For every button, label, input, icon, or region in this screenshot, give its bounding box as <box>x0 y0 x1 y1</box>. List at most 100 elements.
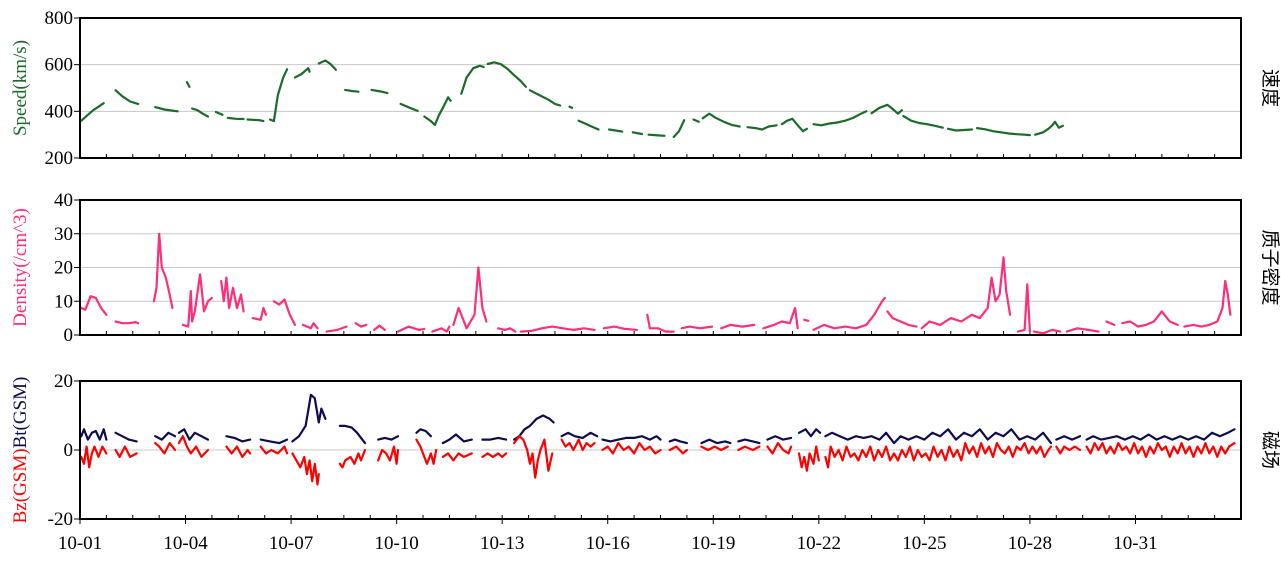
series-bz-line <box>415 438 438 465</box>
series-speed-line <box>114 89 140 105</box>
series-speed-line <box>528 89 562 107</box>
series-bt-line <box>154 431 177 441</box>
y-axis-label: Density(/cm^3) <box>10 208 31 327</box>
series-bz-line <box>338 448 367 469</box>
series-speed-line <box>486 61 527 88</box>
y-tick-label: 600 <box>45 55 74 76</box>
y-tick-label: 20 <box>54 258 73 279</box>
y-tick-label: 0 <box>64 440 74 461</box>
x-tick-label: 10-19 <box>691 533 735 554</box>
series-bt-line <box>225 435 252 443</box>
series-bz-line <box>824 442 1053 469</box>
x-tick-label: 10-25 <box>902 533 946 554</box>
series-bz-line <box>154 442 177 455</box>
series-speed-line <box>647 133 666 137</box>
series-speed-line <box>460 64 485 95</box>
x-tick-label: 10-07 <box>269 533 313 554</box>
series-density-line <box>152 232 174 310</box>
series-speed-line <box>214 110 224 116</box>
series-density-line <box>325 325 348 333</box>
series-speed-line <box>1034 120 1064 136</box>
series-density-line <box>602 325 638 331</box>
series-speed-line <box>692 118 700 123</box>
series-bt-line <box>513 414 555 441</box>
series-speed-line <box>399 102 419 112</box>
series-bt-line <box>415 428 432 438</box>
series-speed-line <box>607 128 624 133</box>
panel-frame <box>79 199 1242 336</box>
series-bt-line <box>601 435 662 443</box>
series-bt-line <box>560 431 599 439</box>
series-density-line <box>431 325 451 333</box>
series-speed-line <box>568 105 574 109</box>
series-bz-line <box>114 445 138 458</box>
series-density-line <box>497 327 517 333</box>
series-density-line <box>886 310 918 328</box>
series-density-line <box>920 256 1012 330</box>
y-tick-label: 400 <box>45 101 74 122</box>
series-speed-line <box>577 119 600 131</box>
y-axis-label-part: Bz(GSM) <box>10 448 31 523</box>
series-speed-line <box>293 67 311 79</box>
series-density-line <box>220 276 245 313</box>
series-density-line <box>720 323 756 330</box>
series-speed-line <box>631 131 644 136</box>
series-bt-line <box>766 435 793 441</box>
series-bz-line <box>177 435 210 458</box>
series-speed-line <box>191 107 210 118</box>
y-axis-label: Speed(km/s) <box>10 40 31 136</box>
x-tick-label: 10-01 <box>58 533 102 554</box>
series-speed-line <box>780 117 808 133</box>
series-density-line <box>1065 327 1100 333</box>
series-speed-line <box>423 96 452 126</box>
series-density-line <box>519 325 596 333</box>
series-speed-line <box>947 127 973 132</box>
series-bz-line <box>80 445 108 469</box>
series-density-line <box>1032 328 1062 335</box>
series-bt-line <box>80 428 108 441</box>
y-axis-label: Bz(GSM)Bt(GSM) <box>10 377 31 524</box>
series-bt-line <box>668 438 688 445</box>
series-speed-line <box>812 110 868 127</box>
series-density-line <box>1016 283 1031 333</box>
series-speed-line <box>226 116 245 121</box>
series-density-line <box>181 273 213 328</box>
right-panel-label: 质子密度 <box>1259 229 1281 305</box>
series-bz-line <box>259 445 289 455</box>
series-bz-line <box>1085 442 1236 458</box>
series-bt-line <box>177 428 210 441</box>
series-speed-line <box>870 103 903 115</box>
series-bz-line <box>481 452 508 458</box>
series-bz-line <box>513 435 554 479</box>
y-tick-label: 30 <box>54 224 73 245</box>
series-bt-line <box>338 424 367 445</box>
series-density-line <box>646 313 675 333</box>
series-bt-line <box>291 393 327 443</box>
x-tick-label: 10-04 <box>163 533 208 554</box>
series-density-line <box>452 266 488 330</box>
series-density-line <box>373 324 386 331</box>
series-bt-line <box>114 431 138 443</box>
series-speed-line <box>317 59 337 71</box>
y-axis-label-part: Bt(GSM) <box>10 377 31 449</box>
panel-frame <box>79 17 1242 159</box>
series-bz-line <box>441 452 473 462</box>
series-bz-line <box>797 445 820 472</box>
series-speed-line <box>902 114 944 129</box>
y-tick-label: -20 <box>48 509 73 530</box>
y-tick-label: 200 <box>45 148 74 169</box>
series-speed-line <box>80 102 105 122</box>
series-density-line <box>803 318 810 322</box>
series-density-line <box>1105 320 1116 326</box>
right-panel-label: 磁场 <box>1259 431 1281 469</box>
series-density-line <box>1183 279 1232 328</box>
series-bz-line <box>668 445 688 455</box>
series-bz-line <box>737 445 761 452</box>
series-bt-line <box>797 428 822 438</box>
y-tick-label: 0 <box>64 325 74 346</box>
series-speed-line <box>185 81 191 88</box>
series-speed-line <box>154 106 179 113</box>
x-tick-label: 10-10 <box>374 533 418 554</box>
series-bz-line <box>1055 445 1082 455</box>
